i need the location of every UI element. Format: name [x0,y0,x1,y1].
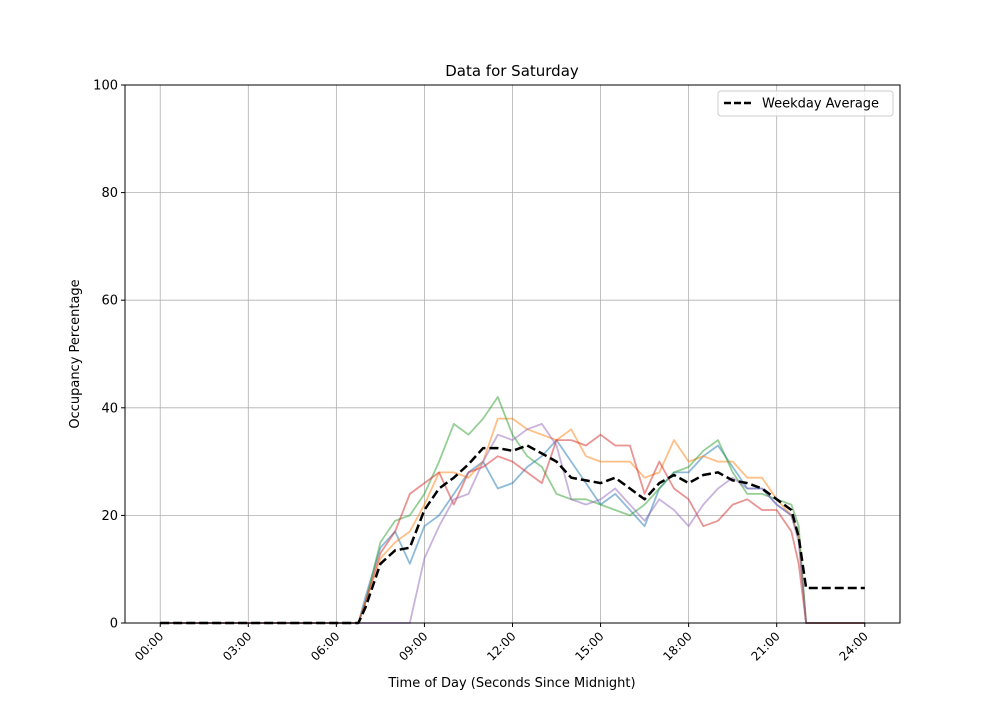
x-axis-label: Time of Day (Seconds Since Midnight) [387,676,635,691]
y-tick-label: 60 [101,294,118,309]
x-tick-label: 03:00 [220,629,254,663]
x-tick-label: 15:00 [572,629,606,663]
series-line-4 [160,433,865,624]
x-tick-label: 00:00 [132,629,166,663]
x-tick-label: 12:00 [484,629,518,663]
series-line-2 [160,417,865,624]
series-line-3 [160,396,865,624]
x-tick-label: 09:00 [396,629,430,663]
legend: Weekday Average [717,90,894,117]
series-line-weekday-average [160,444,865,625]
y-tick-label: 20 [101,509,118,524]
chart-title: Data for Saturday [445,62,579,80]
y-tick-label: 100 [93,79,118,94]
legend-box [717,90,894,117]
series-lines [160,396,865,625]
ticks: 00:00 03:00 06:00 09:00 12:00 15:00 18:00 21:00… [93,79,871,664]
grid [125,84,900,624]
y-tick-label: 80 [101,186,118,201]
y-axis-label: Occupancy Percentage [68,279,83,428]
series-line-5 [160,422,865,624]
x-tick-label: 18:00 [660,629,694,663]
x-tick-label: 24:00 [837,629,871,663]
y-tick-label: 40 [101,401,118,416]
legend-label-weekday-average: Weekday Average [762,97,879,112]
x-tick-label: 06:00 [308,629,342,663]
y-tick-label: 0 [110,617,118,632]
x-tick-label: 21:00 [748,629,782,663]
